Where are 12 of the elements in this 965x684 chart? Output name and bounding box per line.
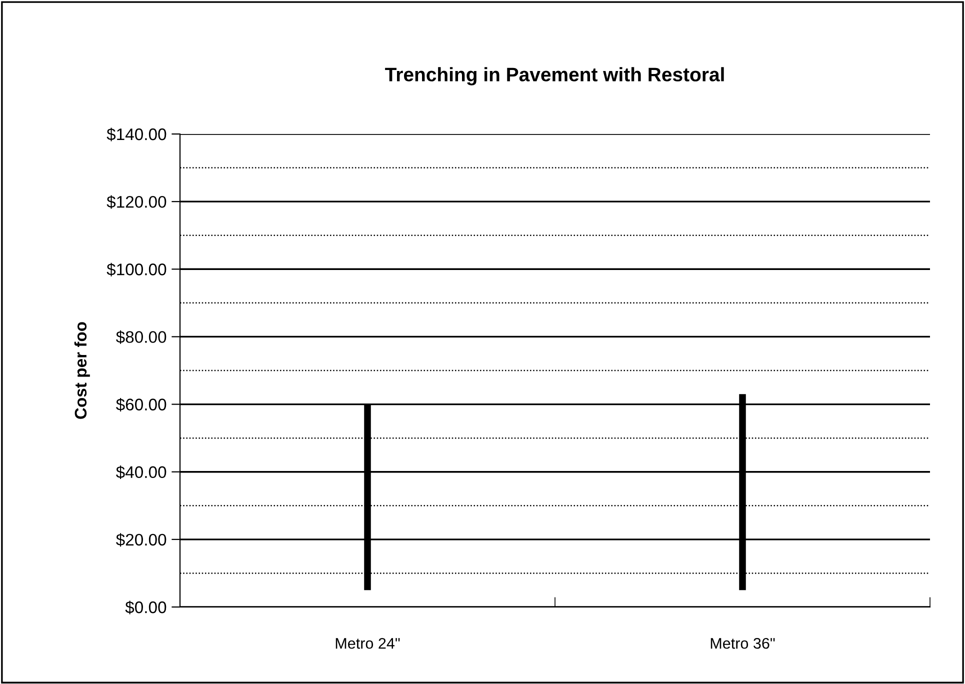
x-tick-label: Metro 36" <box>710 638 775 649</box>
y-tick-label: $40.00 <box>116 466 166 480</box>
y-tick-label: $0.00 <box>125 600 166 614</box>
y-tick-label: $100.00 <box>106 262 166 276</box>
chart-title: Trenching in Pavement with Restoral <box>385 67 724 86</box>
y-tick-label: $120.00 <box>106 195 166 209</box>
x-tick-label: Metro 24" <box>336 638 400 649</box>
y-axis-title: Cost per foo <box>74 322 90 419</box>
y-tick-label: $140.00 <box>106 128 166 142</box>
y-tick-label: $20.00 <box>116 533 166 547</box>
y-tick-label: $80.00 <box>116 330 166 344</box>
y-tick-label: $60.00 <box>116 398 166 412</box>
